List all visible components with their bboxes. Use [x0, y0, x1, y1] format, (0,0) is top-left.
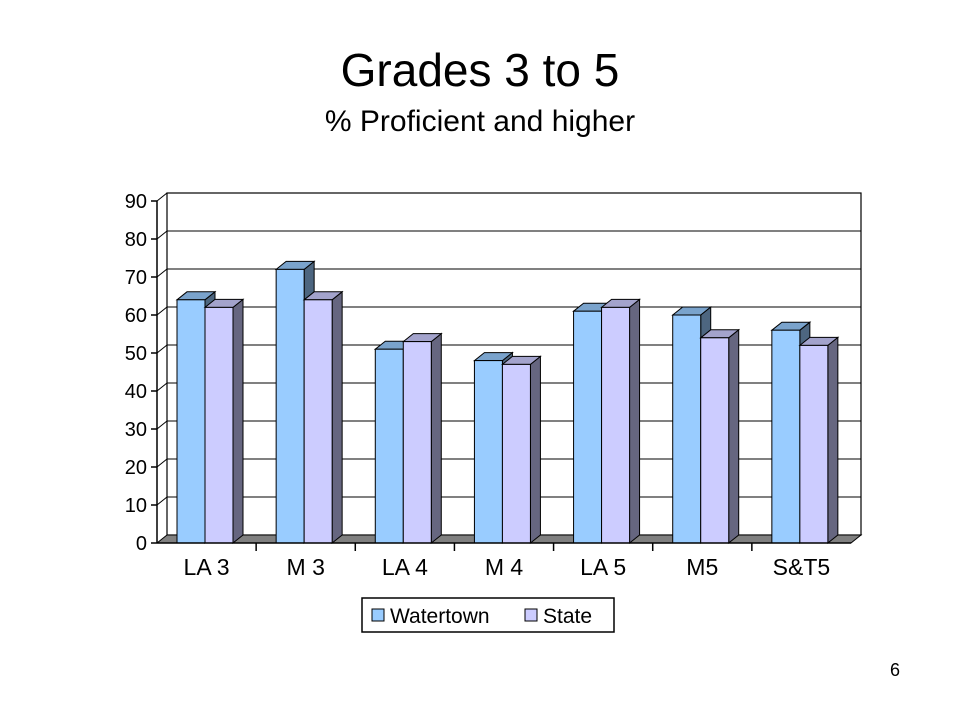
bar-front — [700, 337, 730, 544]
bars — [175, 260, 840, 545]
y-tick-label: 40 — [125, 381, 147, 403]
legend: Watertown State — [361, 597, 615, 633]
axes: 0 10 20 30 40 50 60 70 80 90 LA 3 M 3 LA 4 M 4 LA 5 M5 S… — [125, 191, 851, 580]
bar-front — [204, 306, 234, 544]
legend-swatch-watertown — [371, 608, 385, 622]
bar-side — [728, 328, 740, 545]
legend-box — [361, 597, 615, 633]
bar-side — [232, 298, 244, 545]
x-tick-label: LA 4 — [382, 554, 428, 580]
page-number: 6 — [889, 660, 900, 680]
gridline-side — [156, 382, 168, 392]
bar-front — [601, 306, 631, 544]
bar-state-6 — [798, 336, 840, 545]
bar-side — [629, 298, 641, 545]
bar-front — [303, 299, 333, 544]
bar-side — [430, 332, 442, 545]
x-tick-label: M5 — [686, 554, 718, 580]
y-tick-label: 20 — [125, 457, 147, 479]
chart-subtitle: % Proficient and higher — [324, 105, 636, 138]
bar-front — [573, 310, 603, 544]
gridline-side — [156, 230, 168, 240]
gridline-side — [156, 458, 168, 468]
bar-front — [374, 348, 404, 544]
bar-front — [799, 344, 829, 544]
gridline-side — [156, 344, 168, 354]
x-tick-label: LA 5 — [580, 554, 626, 580]
bar-side — [827, 336, 839, 545]
bar-state-4 — [600, 298, 641, 545]
gridline-side — [156, 496, 168, 506]
y-tick-label: 70 — [125, 267, 147, 289]
gridline-side — [156, 268, 168, 278]
y-tick-label: 60 — [125, 305, 147, 327]
bar-state-1 — [302, 290, 344, 545]
bar-front — [402, 341, 432, 544]
bar-side — [331, 290, 343, 545]
bar-state-2 — [401, 332, 443, 545]
bar-state-0 — [203, 298, 245, 545]
y-tick-label: 30 — [125, 419, 147, 441]
bar-front — [473, 360, 503, 544]
bar-front — [275, 268, 305, 544]
gridline-side — [156, 192, 168, 202]
gridline-side — [156, 306, 168, 316]
legend-label-watertown: Watertown — [390, 605, 490, 628]
x-tick-label: S&T5 — [773, 554, 831, 580]
legend-swatch-state — [524, 608, 538, 622]
legend-label-state: State — [543, 605, 592, 628]
bar-state-5 — [699, 328, 741, 545]
bar-state-3 — [501, 355, 542, 545]
x-tick-label: M 3 — [287, 554, 325, 580]
y-tick-label: 50 — [125, 343, 147, 365]
bar-side — [529, 355, 541, 545]
bar-front — [771, 329, 801, 544]
y-tick-label: 0 — [136, 533, 147, 555]
y-tick-label: 80 — [125, 229, 147, 251]
y-tick-label: 90 — [125, 191, 147, 213]
y-tick-label: 10 — [125, 495, 147, 517]
x-tick-label: M 4 — [485, 554, 524, 580]
bar-front — [501, 363, 531, 544]
bar-front — [672, 314, 702, 544]
chart-title: Grades 3 to 5 — [340, 44, 620, 96]
gridline-side — [156, 420, 168, 430]
x-tick-label: LA 3 — [184, 554, 230, 580]
bar-front — [176, 299, 206, 544]
